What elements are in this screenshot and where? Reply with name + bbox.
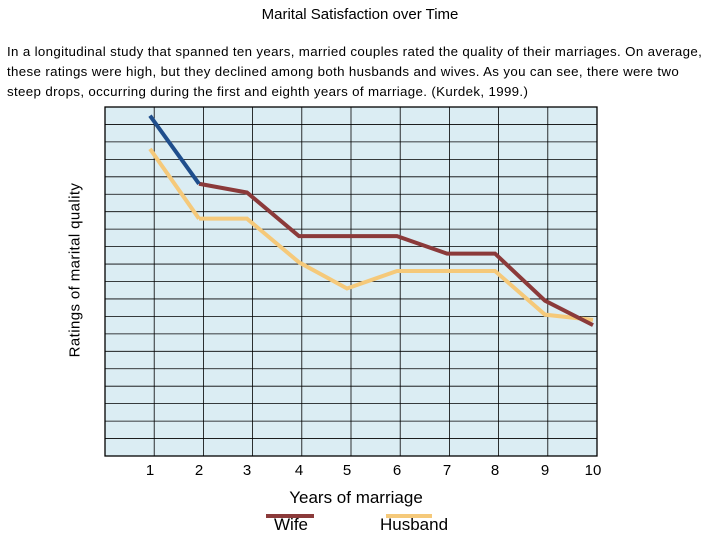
chart-title: Marital Satisfaction over Time [261,6,459,23]
x-tick-label: 7 [443,462,451,479]
legend-label-husband: Husband [380,515,449,534]
series-first-segment-wife [148,114,201,185]
x-tick-label: 2 [195,462,203,479]
x-tick-label: 4 [295,462,303,479]
legend-swatch-husband [386,514,432,518]
x-tick-label: 10 [585,462,602,479]
x-tick-label: 1 [146,462,154,479]
x-tick-label: 3 [243,462,251,479]
x-tick-label: 9 [541,462,549,479]
series-first-segment-husband [148,147,201,220]
legend-swatch-wife [266,514,314,518]
series-line-husband [199,216,594,322]
x-tick-label: 8 [491,462,499,479]
legend-item-wife: Wife [266,514,326,540]
legend-item-husband: Husband [380,514,460,540]
legend-label-wife: Wife [274,515,308,534]
description-text: In a longitudinal study that spanned ten… [7,44,703,99]
legend: Wife Husband [0,514,720,540]
x-tick-label: 6 [393,462,401,479]
x-axis-label: Years of marriage [289,488,423,507]
x-tick-label: 5 [343,462,351,479]
series-line-wife [198,181,594,327]
